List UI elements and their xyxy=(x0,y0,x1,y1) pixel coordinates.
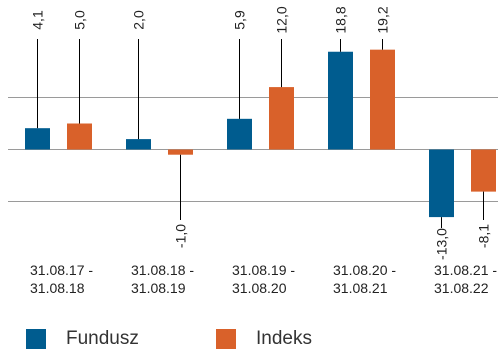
legend-item-fundusz: Fundusz xyxy=(26,329,139,349)
legend-swatch-indeks xyxy=(216,329,236,349)
bar-indeks xyxy=(471,149,496,192)
category-label: 31.08.17 - xyxy=(30,262,93,278)
bar-chart: 4,1 5,0 31.08.17 - 31.08.18 2,0 -1,0 31.08.18 … xyxy=(8,6,498,296)
data-label: -8,1 xyxy=(476,224,492,248)
bar-indeks xyxy=(168,149,193,155)
data-label: 12,0 xyxy=(274,6,290,33)
bar-indeks xyxy=(370,49,395,150)
category-label: 31.08.22 xyxy=(434,280,489,296)
category-label: 31.08.18 - xyxy=(131,262,194,278)
category-label: 31.08.20 xyxy=(232,280,287,296)
data-label: -13,0 xyxy=(434,228,450,260)
data-label: 19,2 xyxy=(375,6,391,33)
legend: Fundusz Indeks xyxy=(0,329,498,349)
legend-swatch-fundusz xyxy=(26,329,46,349)
category-label: 31.08.19 - xyxy=(232,262,295,278)
data-label: 2,0 xyxy=(131,10,147,30)
bar-fundusz xyxy=(25,128,50,150)
legend-label-indeks: Indeks xyxy=(256,328,312,349)
bar-fundusz xyxy=(328,51,353,150)
bar-indeks xyxy=(67,123,92,150)
legend-label-fundusz: Fundusz xyxy=(66,328,139,349)
data-label: 18,8 xyxy=(333,6,349,33)
bar-indeks xyxy=(269,87,294,150)
category-label: 31.08.19 xyxy=(131,280,186,296)
data-label: 5,0 xyxy=(72,10,88,30)
category-label: 31.08.21 - xyxy=(434,262,497,278)
legend-item-indeks: Indeks xyxy=(216,329,312,349)
bar-fundusz xyxy=(126,139,151,150)
bar-fundusz xyxy=(429,149,454,218)
bar-fundusz xyxy=(227,118,252,150)
data-label: 5,9 xyxy=(232,10,248,30)
category-label: 31.08.20 - xyxy=(333,262,396,278)
data-label: -1,0 xyxy=(173,224,189,248)
category-label: 31.08.18 xyxy=(30,280,85,296)
data-label: 4,1 xyxy=(30,10,46,30)
category-label: 31.08.21 xyxy=(333,280,388,296)
